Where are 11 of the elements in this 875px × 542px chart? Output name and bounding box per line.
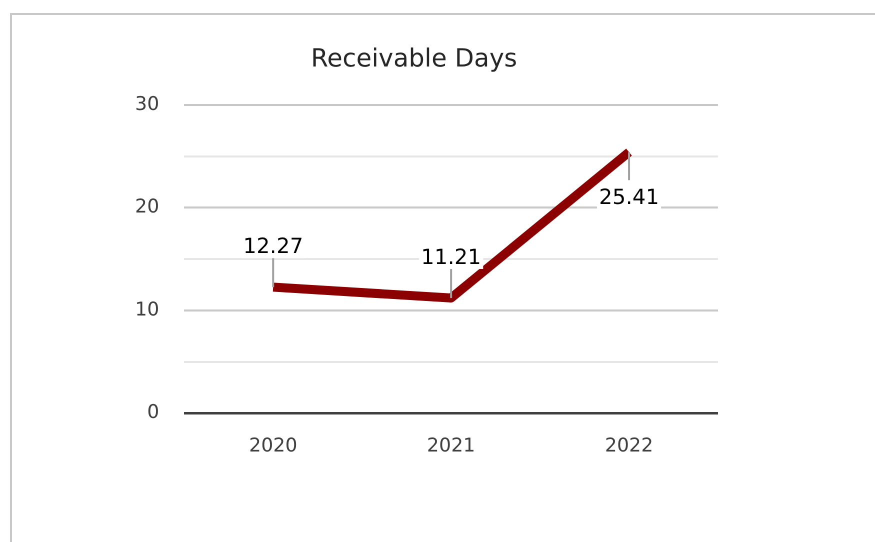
- y-tick-label: 30: [134, 92, 160, 115]
- x-tick-label: 2022: [604, 434, 654, 457]
- y-tick-label: 0: [147, 401, 160, 424]
- y-tick-label: 10: [134, 298, 160, 320]
- y-tick-label: 20: [134, 196, 160, 218]
- x-tick-label: 2020: [248, 434, 298, 457]
- data-label: 11.21: [421, 245, 482, 270]
- data-label: 25.41: [598, 185, 660, 210]
- data-label: 12.27: [243, 234, 304, 258]
- x-tick-label: 2021: [426, 434, 476, 457]
- chart-title: Receivable Days: [310, 44, 518, 72]
